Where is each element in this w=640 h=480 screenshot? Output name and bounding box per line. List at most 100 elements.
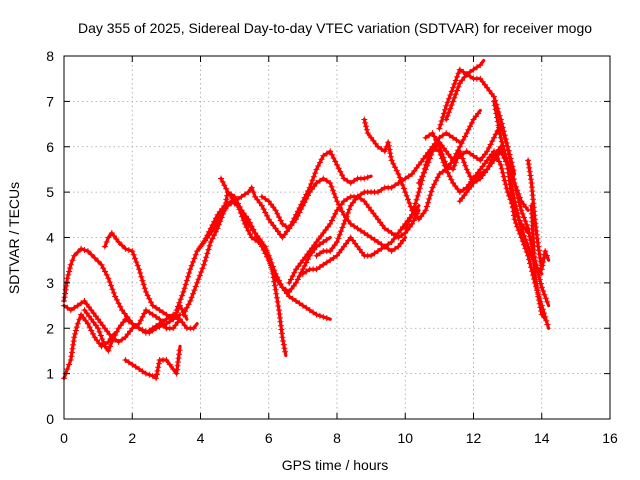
- plus-markers: [71, 324, 80, 341]
- plus-markers: [484, 138, 496, 155]
- plus-markers: [108, 334, 119, 343]
- series-trace: [122, 344, 183, 382]
- plus-markers: [395, 237, 406, 250]
- plus-markers: [129, 361, 139, 370]
- plus-markers: [340, 237, 352, 250]
- plus-markers: [129, 248, 141, 269]
- plus-markers: [463, 68, 474, 78]
- plus-markers: [508, 189, 517, 219]
- plus-markers: [173, 292, 186, 314]
- plus-markers: [142, 307, 153, 316]
- plus-markers: [477, 62, 484, 69]
- plus-markers: [224, 200, 235, 209]
- plus-markers: [64, 265, 73, 282]
- plus-markers: [525, 252, 537, 282]
- y-tick-label: 2: [46, 320, 54, 336]
- plus-markers: [81, 307, 92, 320]
- plus-markers: [395, 177, 405, 186]
- plus-markers: [374, 245, 385, 255]
- plus-markers: [204, 228, 215, 241]
- plus-markers: [224, 189, 236, 202]
- plus-markers: [299, 302, 310, 311]
- plus-markers: [67, 338, 77, 363]
- plus-markers: [450, 70, 462, 91]
- plus-markers: [443, 161, 453, 171]
- plus-markers: [81, 298, 92, 311]
- plus-markers: [272, 225, 284, 238]
- plus-markers: [170, 313, 180, 323]
- plus-markers: [163, 325, 173, 332]
- x-tick-label: 8: [333, 430, 341, 446]
- plus-markers: [388, 245, 398, 255]
- y-tick-label: 3: [46, 275, 54, 291]
- plus-markers: [122, 357, 132, 366]
- plus-markers: [409, 192, 421, 218]
- plus-markers: [258, 193, 269, 202]
- plus-markers: [477, 169, 488, 182]
- plus-markers: [429, 143, 439, 152]
- x-tick-label: 0: [60, 430, 68, 446]
- plus-markers: [463, 183, 475, 196]
- plus-markers: [320, 248, 330, 255]
- plus-markers: [450, 134, 460, 143]
- plus-markers: [238, 191, 248, 200]
- plus-markers: [101, 325, 113, 338]
- plus-markers: [156, 318, 166, 327]
- plus-markers: [450, 83, 462, 105]
- plus-markers: [84, 248, 95, 258]
- plus-markers: [388, 182, 398, 191]
- plus-markers: [484, 84, 495, 97]
- plus-markers: [374, 186, 385, 196]
- plus-markers: [105, 234, 112, 241]
- plus-markers: [361, 116, 370, 133]
- series-trace: [456, 148, 530, 212]
- plus-markers: [207, 228, 219, 245]
- plus-markers: [347, 177, 358, 186]
- plus-markers: [388, 157, 400, 174]
- plus-markers: [340, 175, 351, 184]
- plus-markers: [115, 239, 125, 249]
- plus-markers: [531, 270, 541, 296]
- plus-markers: [265, 257, 278, 278]
- plus-markers: [177, 316, 188, 329]
- plus-markers: [470, 110, 482, 123]
- plus-markers: [258, 239, 270, 256]
- plus-markers: [299, 268, 310, 277]
- plus-markers: [105, 343, 114, 354]
- plus-markers: [265, 216, 277, 229]
- plus-markers: [293, 269, 305, 286]
- plus-markers: [299, 256, 311, 273]
- plus-markers: [374, 143, 385, 152]
- plus-markers: [402, 173, 412, 182]
- plus-markers: [115, 319, 127, 332]
- plus-markers: [535, 293, 545, 314]
- plus-markers: [67, 257, 76, 268]
- plus-markers: [238, 207, 249, 220]
- plus-markers: [422, 188, 435, 214]
- plus-markers: [142, 327, 153, 336]
- series-trace: [258, 175, 407, 255]
- plus-markers: [299, 251, 311, 264]
- plus-markers: [484, 160, 495, 173]
- plus-markers: [422, 146, 434, 159]
- series-trace: [101, 230, 182, 323]
- plus-markers: [450, 155, 460, 164]
- plus-markers: [279, 334, 289, 355]
- plus-markers: [463, 178, 475, 191]
- plus-markers: [422, 132, 433, 141]
- series-trace: [197, 198, 332, 295]
- y-tick-label: 7: [46, 93, 54, 109]
- plus-markers: [153, 360, 162, 382]
- plus-markers: [293, 206, 305, 223]
- plus-markers: [170, 311, 180, 320]
- plus-markers: [320, 223, 331, 236]
- plus-markers: [436, 168, 446, 177]
- plus-markers: [122, 316, 132, 325]
- plus-markers: [477, 75, 488, 88]
- plus-markers: [91, 334, 103, 347]
- plus-markers: [361, 189, 371, 196]
- plus-markers: [374, 239, 385, 248]
- series-trace: [436, 66, 551, 308]
- plus-markers: [327, 242, 338, 255]
